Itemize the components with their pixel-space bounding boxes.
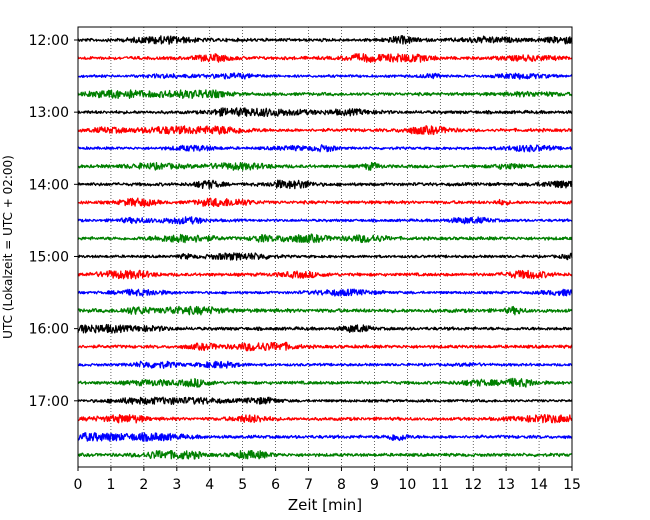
trace-1315	[77, 125, 573, 136]
x-tick-label: 9	[370, 477, 379, 493]
x-tick-label: 6	[271, 477, 280, 493]
trace-1200	[77, 35, 573, 45]
x-tick-label: 3	[172, 477, 181, 493]
trace-1745	[77, 449, 573, 460]
x-tick-label: 12	[464, 477, 482, 493]
x-axis: 0 1 2 3 4 5 6 7 8 9 10 11 12 13 14 15	[74, 467, 581, 493]
y-tick-label: 16:00	[29, 322, 69, 338]
y-tick-label: 14:00	[29, 177, 69, 193]
trace-group	[77, 35, 573, 460]
trace-1430	[77, 216, 573, 225]
x-tick-label: 4	[205, 477, 214, 493]
x-tick-label: 7	[304, 477, 313, 493]
trace-1530	[77, 288, 573, 297]
x-tick-label: 5	[238, 477, 247, 493]
x-tick-label: 2	[139, 477, 148, 493]
trace-1700	[77, 396, 573, 405]
trace-1630	[77, 360, 573, 369]
trace-1345	[77, 161, 573, 171]
trace-1415	[77, 197, 573, 208]
trace-1730	[77, 432, 573, 442]
plot-frame	[77, 26, 573, 468]
x-tick-label: 14	[530, 477, 548, 493]
trace-1330	[77, 144, 573, 153]
trace-1715	[77, 413, 573, 424]
y-tick-label: 12:00	[29, 33, 69, 49]
trace-1615	[77, 341, 573, 352]
trace-1515	[77, 269, 573, 280]
x-tick-label: 15	[563, 477, 581, 493]
trace-1230	[77, 72, 573, 80]
y-axis-label: UTC (Lokalzeit = UTC + 02:00)	[1, 155, 15, 339]
grid-lines	[110, 27, 540, 467]
x-tick-label: 8	[337, 477, 346, 493]
trace-1245	[77, 89, 573, 100]
trace-1500	[77, 252, 573, 261]
y-tick-label: 15:00	[29, 249, 69, 265]
trace-1545	[77, 305, 573, 316]
y-tick-label: 17:00	[29, 394, 69, 410]
x-axis-label: Zeit [min]	[288, 496, 362, 514]
x-tick-label: 13	[497, 477, 515, 493]
y-axis: 12:00 13:00 14:00 15:00 16:00 17:00	[29, 33, 78, 410]
y-tick-label: 13:00	[29, 105, 69, 121]
trace-1300	[77, 107, 573, 118]
x-tick-label: 11	[431, 477, 449, 493]
trace-1600	[77, 323, 573, 334]
x-tick-label: 0	[74, 477, 83, 493]
trace-1215	[77, 53, 573, 63]
trace-1400	[77, 179, 573, 190]
trace-1445	[77, 233, 573, 244]
x-tick-label: 10	[398, 477, 416, 493]
x-tick-label: 1	[106, 477, 115, 493]
trace-1645	[77, 377, 573, 388]
